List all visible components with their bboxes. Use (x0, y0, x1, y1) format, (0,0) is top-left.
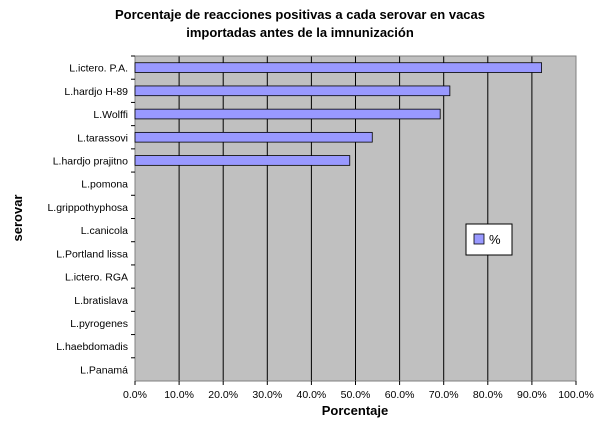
category-label-7: L.canicola (81, 225, 128, 237)
legend-swatch (473, 233, 485, 245)
x-tick-labels: 0.0% 10.0% 20.0% 30.0% 40.0% 50.0% 60.0% 70.0% 8… (123, 381, 594, 401)
x-tick-label-0: 0.0% (123, 389, 147, 401)
bar-2 (134, 108, 441, 120)
bar-3 (134, 131, 373, 143)
category-label-0: L.ictero. P.A. (69, 63, 128, 75)
category-label-10: L.bratislava (74, 295, 128, 307)
bar-1 (134, 85, 451, 97)
category-label-2: L.Wolffi (93, 109, 128, 121)
bar-4 (134, 155, 351, 166)
x-tick-label-3: 30.0% (252, 389, 282, 401)
category-label-4: L.hardjo prajitno (53, 155, 128, 167)
category-label-6: L.grippothyphosa (47, 202, 128, 214)
legend: % (465, 223, 513, 256)
bars (134, 62, 543, 166)
category-label-11: L.pyrogenes (70, 318, 128, 330)
category-label-3: L.tarassovi (77, 132, 128, 144)
chart-title-line-2: importadas antes de la imnunización (186, 25, 414, 40)
category-label-13: L.Panamá (80, 364, 128, 376)
x-tick-label-10: 100.0% (558, 389, 594, 401)
x-tick-label-4: 40.0% (297, 389, 327, 401)
x-tick-label-7: 70.0% (429, 389, 459, 401)
x-tick-label-6: 60.0% (385, 389, 415, 401)
category-label-5: L.pomona (81, 179, 128, 191)
x-tick-label-8: 80.0% (473, 389, 503, 401)
chart-title-line-1: Porcentaje de reacciones positivas a cad… (115, 7, 485, 22)
x-axis-title: Porcentaje (322, 403, 388, 418)
category-labels: L.ictero. P.A. L.hardjo H-89 L.Wolffi L.tar… (47, 55, 135, 376)
bar-0 (134, 62, 543, 73)
y-axis-title: serovar (10, 195, 25, 242)
x-tick-label-9: 90.0% (517, 389, 547, 401)
legend-label: % (489, 232, 501, 247)
category-label-9: L.ictero. RGA (65, 272, 128, 284)
x-tick-label-2: 20.0% (208, 389, 238, 401)
x-tick-label-1: 10.0% (164, 389, 194, 401)
x-tick-label-5: 50.0% (341, 389, 371, 401)
category-label-8: L.Portland lissa (56, 248, 128, 260)
category-label-1: L.hardjo H-89 (64, 86, 128, 98)
category-label-12: L.haebdomadis (56, 341, 128, 353)
